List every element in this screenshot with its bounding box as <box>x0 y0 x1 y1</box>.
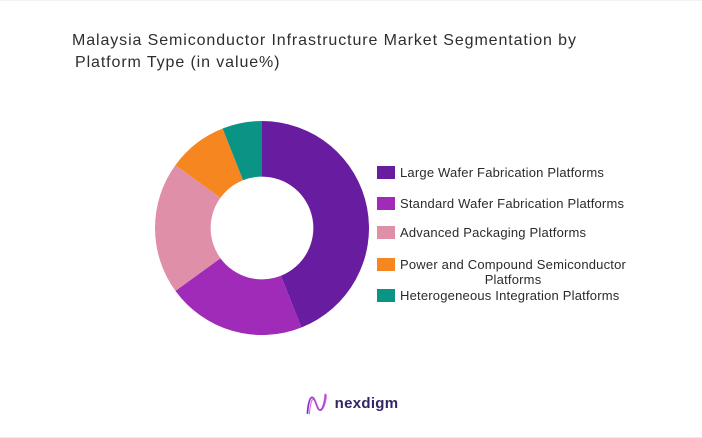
chart-title-line-1: Malaysia Semiconductor Infrastructure Ma… <box>72 32 577 49</box>
legend-label: Large Wafer Fabrication Platforms <box>400 165 605 180</box>
donut-slice-4 <box>222 121 262 181</box>
legend-item: Advanced Packaging Platforms <box>377 225 649 240</box>
legend-label-line-2: Platforms <box>484 272 542 287</box>
legend-item: Standard Wafer Fabrication Platforms <box>377 196 649 211</box>
brand-footer: nexdigm <box>304 390 399 417</box>
legend-item: Large Wafer Fabrication Platforms <box>377 165 649 180</box>
chart-legend: Large Wafer Fabrication Platforms Standa… <box>377 165 649 303</box>
donut-slice-1 <box>175 258 302 335</box>
nexdigm-wave-icon <box>306 393 327 415</box>
legend-label-line-1: Power and Compound Semiconductor <box>400 257 627 272</box>
donut-chart <box>155 121 369 335</box>
legend-label: Power and Compound Semiconductor Platfor… <box>400 257 626 287</box>
donut-slice-2 <box>155 165 221 291</box>
legend-label: Standard Wafer Fabrication Platforms <box>400 196 625 211</box>
legend-item: Power and Compound Semiconductor Platfor… <box>377 257 649 287</box>
donut-slice-3 <box>175 128 244 198</box>
legend-swatch-icon <box>377 197 395 210</box>
legend-swatch-icon <box>377 226 395 239</box>
legend-swatch-icon <box>377 166 395 179</box>
brand-wordmark: nexdigm <box>334 395 399 412</box>
donut-slice-0 <box>262 121 369 328</box>
chart-title: Malaysia Semiconductor Infrastructure Ma… <box>72 30 577 73</box>
legend-label: Advanced Packaging Platforms <box>400 225 587 240</box>
chart-title-line-2: Platform Type (in value%) <box>75 53 281 71</box>
legend-label: Heterogeneous Integration Platforms <box>400 288 620 303</box>
legend-swatch-icon <box>377 258 395 271</box>
legend-swatch-icon <box>377 289 395 302</box>
legend-item: Heterogeneous Integration Platforms <box>377 288 649 303</box>
donut-chart-area <box>147 113 377 343</box>
